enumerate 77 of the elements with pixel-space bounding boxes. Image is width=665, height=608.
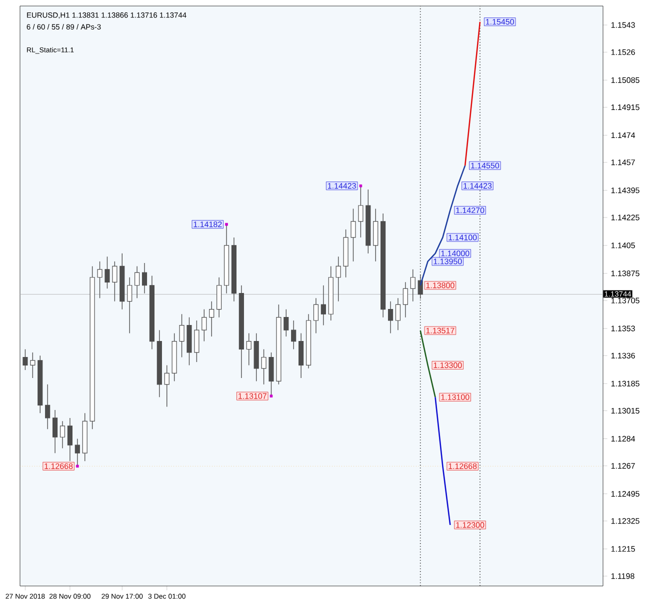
- candlestick: [373, 208, 378, 262]
- candlestick: [284, 308, 289, 337]
- candlestick: [268, 352, 274, 396]
- candlestick: [350, 208, 356, 262]
- y-tick-label: 1.15085: [611, 77, 640, 83]
- y-tick-label: 1.12495: [611, 490, 640, 497]
- point: [225, 222, 228, 226]
- y-tick-label: 1.12325: [611, 518, 640, 524]
- data-label: 1.13100: [441, 394, 470, 400]
- candlestick: [246, 332, 252, 366]
- candlestick: [127, 277, 132, 334]
- point: [76, 464, 79, 468]
- y-tick-label: 1.14395: [611, 187, 640, 194]
- candlestick: [388, 300, 394, 334]
- candlestick: [291, 320, 296, 350]
- candlestick: [30, 352, 36, 378]
- candlestick: [22, 348, 28, 370]
- data-label: 1.13800: [426, 282, 454, 288]
- data-label: 1.14423: [328, 183, 356, 189]
- y-tick-label: 1.1267: [611, 463, 635, 469]
- candlestick: [52, 410, 58, 454]
- data-label: 1.14182: [194, 222, 222, 228]
- candlestick: [112, 261, 118, 302]
- point: [270, 394, 273, 398]
- data-label: 1.14270: [456, 207, 484, 214]
- candlestick: [194, 320, 200, 362]
- y-tick-label: 1.13185: [611, 380, 640, 386]
- data-label: 1.12668: [44, 463, 73, 470]
- y-tick-label: 1.1543: [611, 22, 635, 28]
- y-tick-label: 1.1336: [611, 352, 635, 358]
- candlestick: [104, 256, 110, 289]
- y-tick-label: 1.1457: [611, 160, 635, 166]
- y-tick-label: 1.1405: [611, 242, 635, 248]
- data-label: 1.12668: [448, 463, 477, 470]
- candlestick: [134, 266, 140, 298]
- candlestick: [179, 314, 184, 358]
- candlestick: [320, 285, 326, 326]
- y-tick-label: 1.14915: [611, 104, 640, 110]
- candlestick: [74, 438, 80, 467]
- y-tick-label: 1.1215: [611, 546, 635, 552]
- candlestick: [395, 298, 401, 330]
- candlestick: [216, 277, 222, 318]
- candlestick: [358, 186, 364, 238]
- y-tick-label: 1.1526: [611, 49, 635, 55]
- candlestick: [67, 418, 72, 462]
- data-label: 1.13107: [238, 393, 266, 399]
- candlestick: [298, 332, 304, 378]
- data-label: 1.14423: [464, 183, 492, 189]
- data-label: 1.14000: [441, 250, 470, 256]
- candlestick: [202, 308, 207, 342]
- data-label: 1.12300: [456, 522, 484, 528]
- candlestick: [261, 348, 266, 385]
- data-label: 1.13950: [434, 258, 462, 264]
- candlestick: [402, 282, 408, 318]
- y-tick-label: 1.13875: [611, 270, 640, 276]
- candlestick: [97, 261, 102, 298]
- candlestick: [336, 256, 341, 302]
- candlestick: [142, 262, 148, 294]
- candlestick: [209, 300, 214, 337]
- data-label: 1.13517: [426, 328, 454, 334]
- data-label: 1.13300: [434, 362, 462, 368]
- point: [359, 184, 362, 188]
- candlestick: [313, 298, 319, 334]
- data-label: 1.14100: [448, 234, 477, 240]
- y-tick-label: 1.1284: [611, 436, 636, 442]
- y-tick-label: 1.14225: [611, 214, 640, 220]
- y-tick-label: 1.1198: [611, 573, 634, 579]
- y-tick-label: 1.13705: [611, 298, 640, 304]
- y-tick-label: 1.1474: [611, 132, 636, 138]
- candlestick: [45, 384, 50, 430]
- candlestick: [60, 420, 66, 449]
- data-label: 1.15450: [486, 18, 514, 25]
- y-tick-label: 1.13015: [611, 408, 640, 414]
- y-tick-label: 1.1353: [611, 326, 635, 332]
- data-label: 1.14550: [471, 162, 500, 168]
- candlestick: [410, 269, 416, 302]
- candlestick: [164, 364, 170, 408]
